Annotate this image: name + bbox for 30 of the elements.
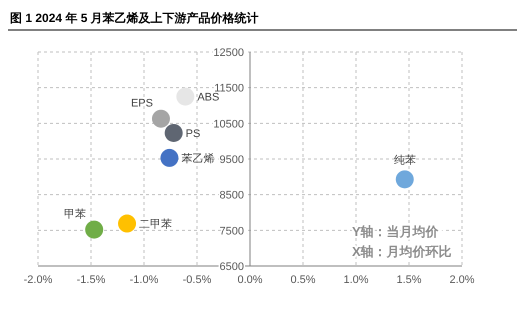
x-tick-label: -2.0% — [24, 274, 53, 286]
point — [176, 88, 194, 106]
series-label: 苯乙烯 — [181, 152, 214, 165]
point — [164, 124, 183, 142]
point — [85, 220, 104, 239]
series-label: EPS — [130, 98, 153, 110]
y-tick-label: 8500 — [220, 190, 244, 202]
x-tick-label: 2.0% — [449, 274, 475, 286]
chart-title: 图 1 2024 年 5 月苯乙烯及上下游产品价格统计 — [10, 11, 259, 25]
series-label: ABS — [197, 92, 220, 104]
x-tick-label: -1.5% — [76, 274, 106, 286]
point — [152, 110, 170, 128]
series-label: 纯苯 — [394, 153, 416, 166]
x-tick-label: 1.0% — [343, 274, 369, 286]
x-tick-label: -0.5% — [182, 274, 212, 286]
series-label: PS — [186, 128, 200, 140]
y-tick-label: 7500 — [220, 225, 244, 238]
x-tick-label: 1.5% — [396, 274, 422, 286]
x-tick-label: -1.0% — [130, 274, 159, 286]
y-tick-label: 10500 — [213, 118, 244, 130]
y-tick-label: 12500 — [213, 47, 244, 59]
series-label: 二甲苯 — [139, 218, 172, 231]
annotation: X轴：月均价环比 — [352, 244, 452, 259]
x-tick-label: 0.0% — [237, 274, 263, 286]
x-tick-label: 0.5% — [290, 274, 316, 286]
point — [160, 148, 178, 167]
point — [396, 170, 414, 188]
point — [118, 214, 136, 233]
series-label: 甲苯 — [64, 208, 86, 221]
y-tick-label: 9500 — [220, 154, 244, 166]
